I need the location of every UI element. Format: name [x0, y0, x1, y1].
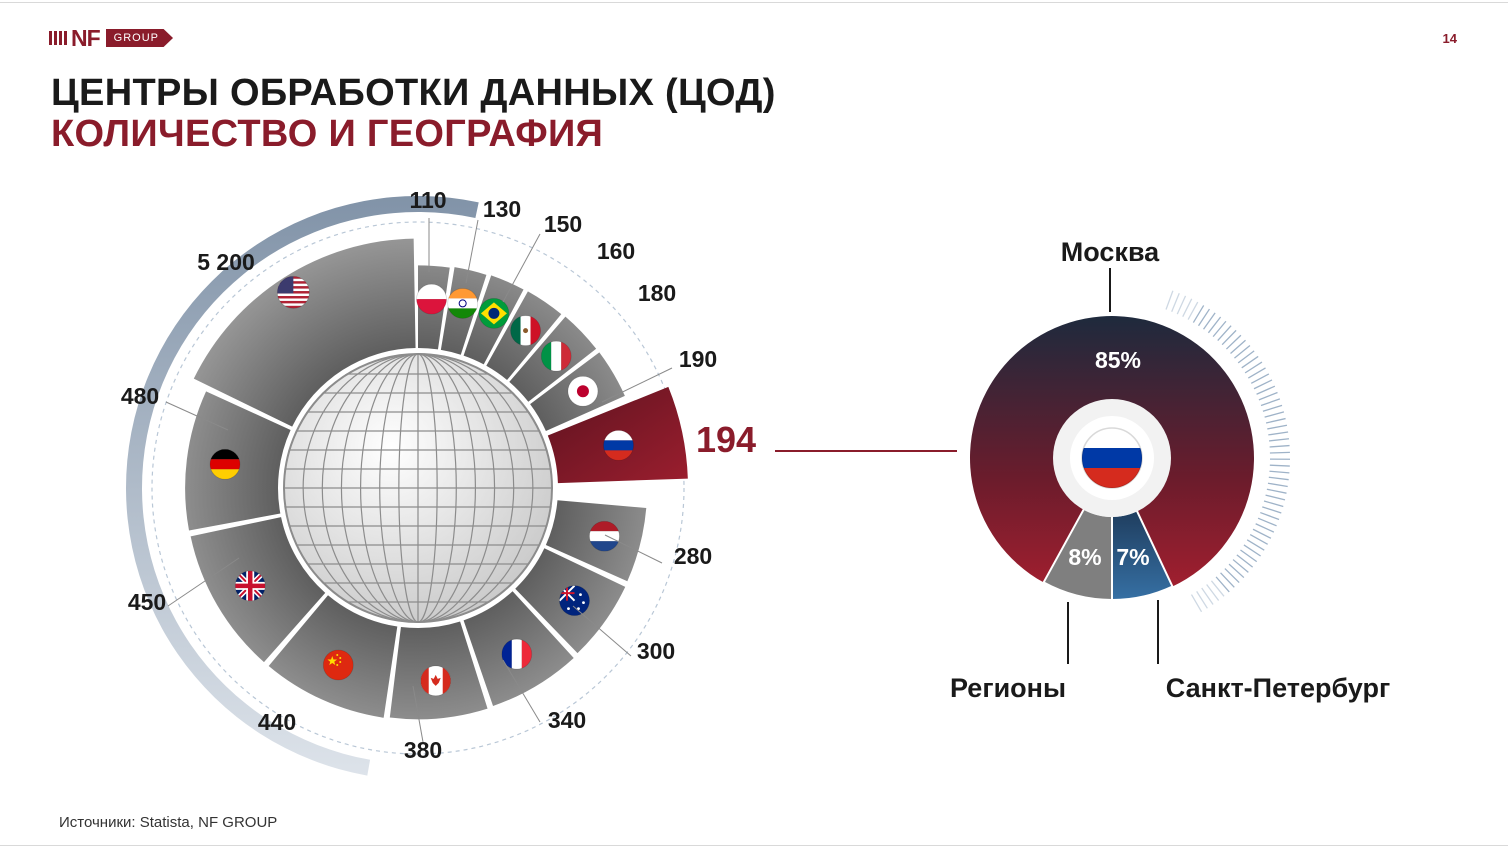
bar-usa [193, 238, 416, 427]
value-label-india: 130 [483, 196, 521, 222]
australia-flag-icon [559, 585, 590, 617]
pie-percent-spb: 7% [1116, 544, 1149, 570]
top-divider [0, 2, 1508, 3]
leader-france [502, 659, 541, 723]
nf-group-logo: NF GROUP [49, 24, 174, 51]
usa-flag-icon [276, 275, 310, 309]
bottom-divider [0, 845, 1508, 846]
logo-brand: NF [71, 24, 101, 51]
value-label-china: 440 [258, 709, 296, 735]
pie-name-spb: Санкт-Петербург [1166, 673, 1390, 703]
value-label-germany: 480 [121, 383, 159, 409]
page-subtitle: КОЛИЧЕСТВО И ГЕОГРАФИЯ [51, 113, 604, 155]
russia-flag-icon [1081, 427, 1143, 489]
value-label-japan: 190 [679, 346, 717, 372]
netherlands-flag-icon [589, 520, 620, 552]
canada-flag-icon [420, 665, 452, 697]
pie-slice-moscow [970, 316, 1254, 587]
india-flag-icon [447, 288, 479, 319]
japan-flag-icon [567, 375, 599, 407]
pie-percent-moscow: 85% [1095, 347, 1141, 373]
leader-brazil [502, 233, 541, 303]
leader-india [465, 219, 479, 284]
germany-flag-icon [209, 448, 241, 480]
russia-flag-icon [603, 429, 634, 461]
uk-flag-icon [234, 570, 266, 602]
hatch-arc [1165, 290, 1291, 613]
china-flag-icon [322, 649, 354, 681]
value-label-italy: 180 [638, 280, 676, 306]
pie-name-moscow: Москва [1061, 237, 1160, 267]
value-label-usa: 5 200 [197, 249, 255, 275]
value-label-uk: 450 [128, 589, 166, 615]
value-label-brazil: 150 [544, 211, 582, 237]
page-number: 14 [1442, 31, 1457, 46]
leader-germany [165, 401, 229, 431]
value-label-netherlands: 280 [674, 543, 712, 569]
france-flag-icon [501, 638, 533, 670]
value-label-mexico: 160 [597, 238, 635, 264]
globe-icon [280, 350, 556, 626]
pie-percent-regions: 8% [1068, 544, 1101, 570]
italy-flag-icon [540, 340, 572, 372]
value-label-poland: 110 [409, 187, 446, 213]
page-title: ЦЕНТРЫ ОБРАБОТКИ ДАННЫХ (ЦОД) [51, 72, 776, 114]
leader-japan [601, 367, 673, 403]
value-label-russia: 194 [696, 419, 756, 460]
leader-uk [167, 557, 240, 607]
russia-share-pie: 85% 8% 7% Москва Регионы Санкт-Петербург [950, 237, 1390, 703]
mexico-flag-icon [510, 315, 541, 347]
leader-netherlands [604, 534, 663, 564]
poland-flag-icon [416, 283, 447, 315]
value-label-australia: 300 [637, 638, 675, 664]
source-note: Источники: Statista, NF GROUP [59, 814, 278, 831]
value-label-france: 340 [548, 707, 586, 733]
logo-group-tag: GROUP [105, 29, 174, 47]
leader-australia [572, 605, 632, 657]
brazil-flag-icon [478, 297, 510, 329]
leader-canada [412, 685, 424, 743]
pie-name-regions: Регионы [950, 673, 1066, 703]
nf-logo-mark-icon [49, 31, 67, 45]
guide-ring [151, 221, 685, 755]
